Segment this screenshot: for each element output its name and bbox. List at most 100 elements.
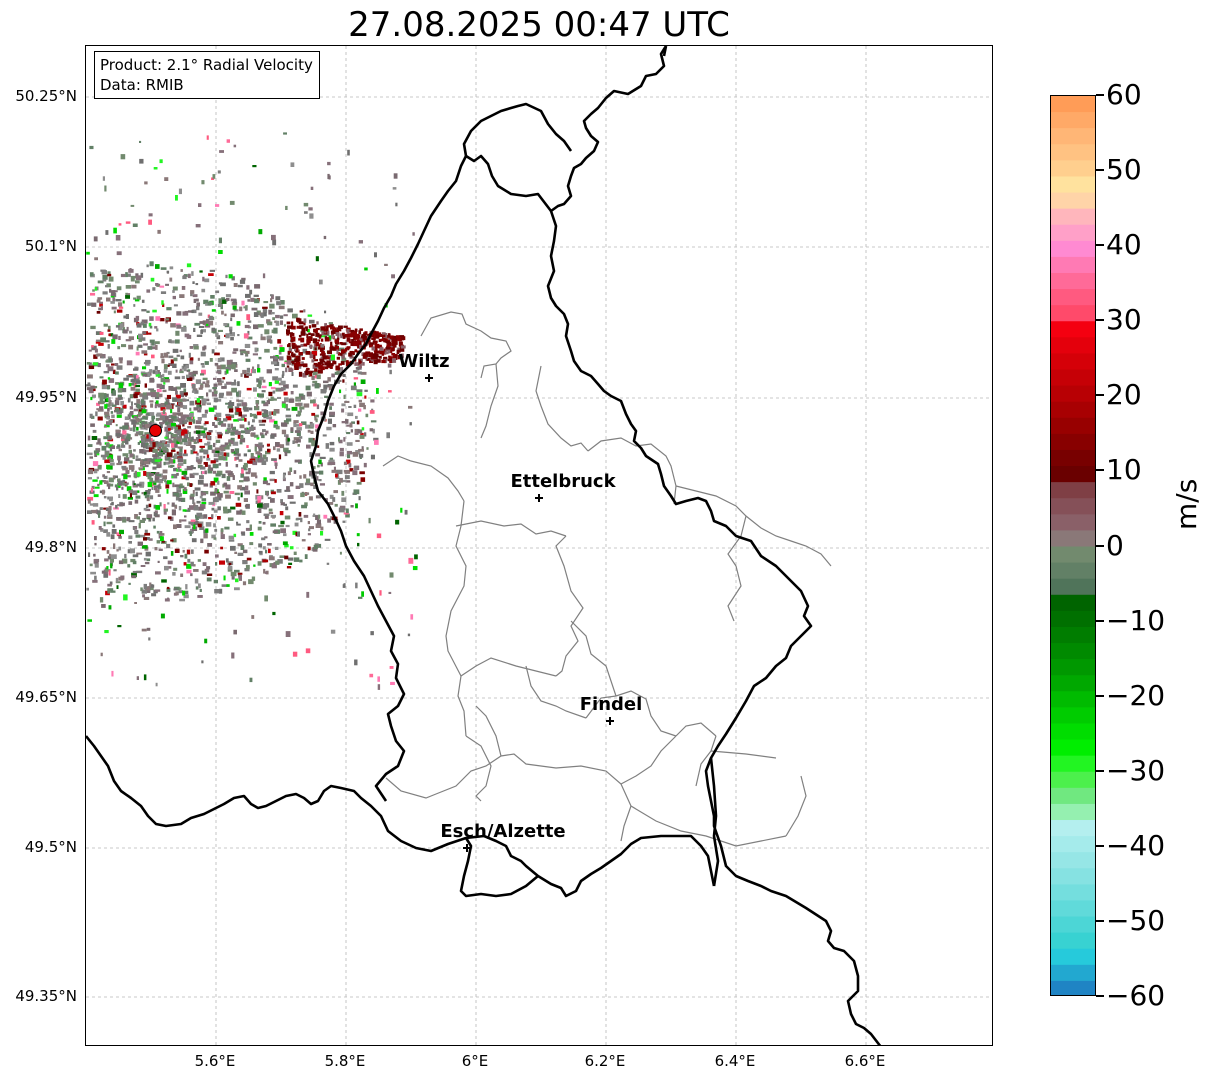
radar-echo xyxy=(328,386,333,391)
radar-echo xyxy=(245,564,250,570)
radar-echo xyxy=(240,473,245,478)
radar-echo xyxy=(175,591,179,596)
radar-echo xyxy=(314,347,317,351)
radar-echo xyxy=(211,327,215,332)
radar-echo xyxy=(160,531,163,534)
radar-echo xyxy=(244,350,250,354)
radar-echo xyxy=(275,296,281,301)
radar-echo xyxy=(101,385,108,390)
radar-echo xyxy=(204,383,210,388)
radar-echo xyxy=(154,326,158,329)
radar-echo xyxy=(116,414,122,418)
radar-echo xyxy=(184,509,191,512)
radar-echo xyxy=(125,339,132,342)
radar-echo xyxy=(164,177,169,181)
radar-echo xyxy=(153,525,156,529)
radar-echo xyxy=(261,460,267,465)
radar-echo xyxy=(286,360,292,365)
radar-echo xyxy=(109,478,114,483)
radar-echo xyxy=(243,462,248,468)
radar-echo xyxy=(214,529,218,532)
radar-echo xyxy=(133,383,137,388)
radar-echo xyxy=(214,425,218,428)
radar-echo xyxy=(158,548,163,551)
radar-echo xyxy=(256,310,261,316)
radar-echo xyxy=(148,538,153,541)
radar-echo xyxy=(141,299,145,303)
radar-echo xyxy=(90,325,96,330)
radar-echo xyxy=(115,235,121,241)
radar-echo xyxy=(180,414,187,419)
radar-echo xyxy=(253,564,256,567)
radar-echo xyxy=(324,336,328,340)
radar-echo xyxy=(106,297,111,302)
radar-echo xyxy=(318,459,322,465)
radar-echo xyxy=(336,469,343,475)
radar-echo xyxy=(136,483,142,487)
radar-echo xyxy=(174,339,180,344)
radar-echo xyxy=(273,411,277,416)
radar-echo xyxy=(87,469,94,475)
radar-echo xyxy=(334,345,339,351)
radar-echo xyxy=(341,421,346,424)
radar-echo xyxy=(110,294,115,298)
radar-echo xyxy=(174,427,177,432)
radar-echo xyxy=(150,346,156,350)
radar-echo xyxy=(168,414,173,419)
radar-echo xyxy=(199,526,205,530)
radar-echo xyxy=(128,460,133,464)
radar-echo xyxy=(101,604,106,608)
radar-echo xyxy=(103,323,108,327)
radar-echo xyxy=(203,533,208,539)
radar-echo xyxy=(368,352,373,358)
radar-echo xyxy=(320,462,323,467)
map-canvas xyxy=(86,46,992,1045)
radar-echo xyxy=(174,453,178,459)
radar-echo xyxy=(279,347,285,352)
radar-echo xyxy=(90,571,96,575)
radar-echo xyxy=(310,430,314,434)
radar-echo xyxy=(97,332,102,335)
radar-echo xyxy=(355,367,362,370)
radar-echo xyxy=(225,413,231,417)
radar-echo xyxy=(188,521,194,525)
radar-echo xyxy=(177,398,180,403)
radar-echo xyxy=(383,338,387,343)
radar-echo xyxy=(111,445,115,449)
radar-echo xyxy=(321,351,325,354)
radar-echo xyxy=(321,331,326,336)
radar-echo xyxy=(133,393,138,399)
radar-echo xyxy=(179,368,182,371)
radar-echo xyxy=(145,508,151,512)
radar-echo xyxy=(233,419,239,422)
map-area[interactable] xyxy=(85,45,993,1046)
radar-echo xyxy=(312,338,318,344)
radar-echo xyxy=(309,344,313,349)
radar-echo xyxy=(126,326,129,332)
radar-echo xyxy=(199,445,205,448)
radar-echo xyxy=(191,390,196,393)
radar-echo xyxy=(231,387,237,393)
radar-echo xyxy=(261,434,265,439)
radar-echo xyxy=(200,466,206,470)
radar-echo xyxy=(261,385,267,389)
radar-echo xyxy=(319,456,326,459)
radar-echo xyxy=(99,442,102,446)
radar-echo xyxy=(166,307,172,311)
radar-echo xyxy=(238,576,242,581)
radar-echo xyxy=(100,454,107,458)
radar-echo xyxy=(180,383,186,388)
radar-echo xyxy=(196,426,201,429)
radar-echo xyxy=(355,503,358,509)
radar-echo xyxy=(163,415,169,421)
radar-echo xyxy=(139,337,143,340)
radar-echo xyxy=(223,509,228,514)
radar-echo xyxy=(246,367,250,373)
lat-label: 49.8°N xyxy=(24,538,77,556)
radar-echo xyxy=(144,451,147,455)
colorbar-tick xyxy=(1096,995,1104,997)
radar-echo xyxy=(283,132,287,135)
radar-echo xyxy=(89,563,93,567)
radar-echo xyxy=(262,379,266,383)
radar-echo xyxy=(171,473,178,479)
